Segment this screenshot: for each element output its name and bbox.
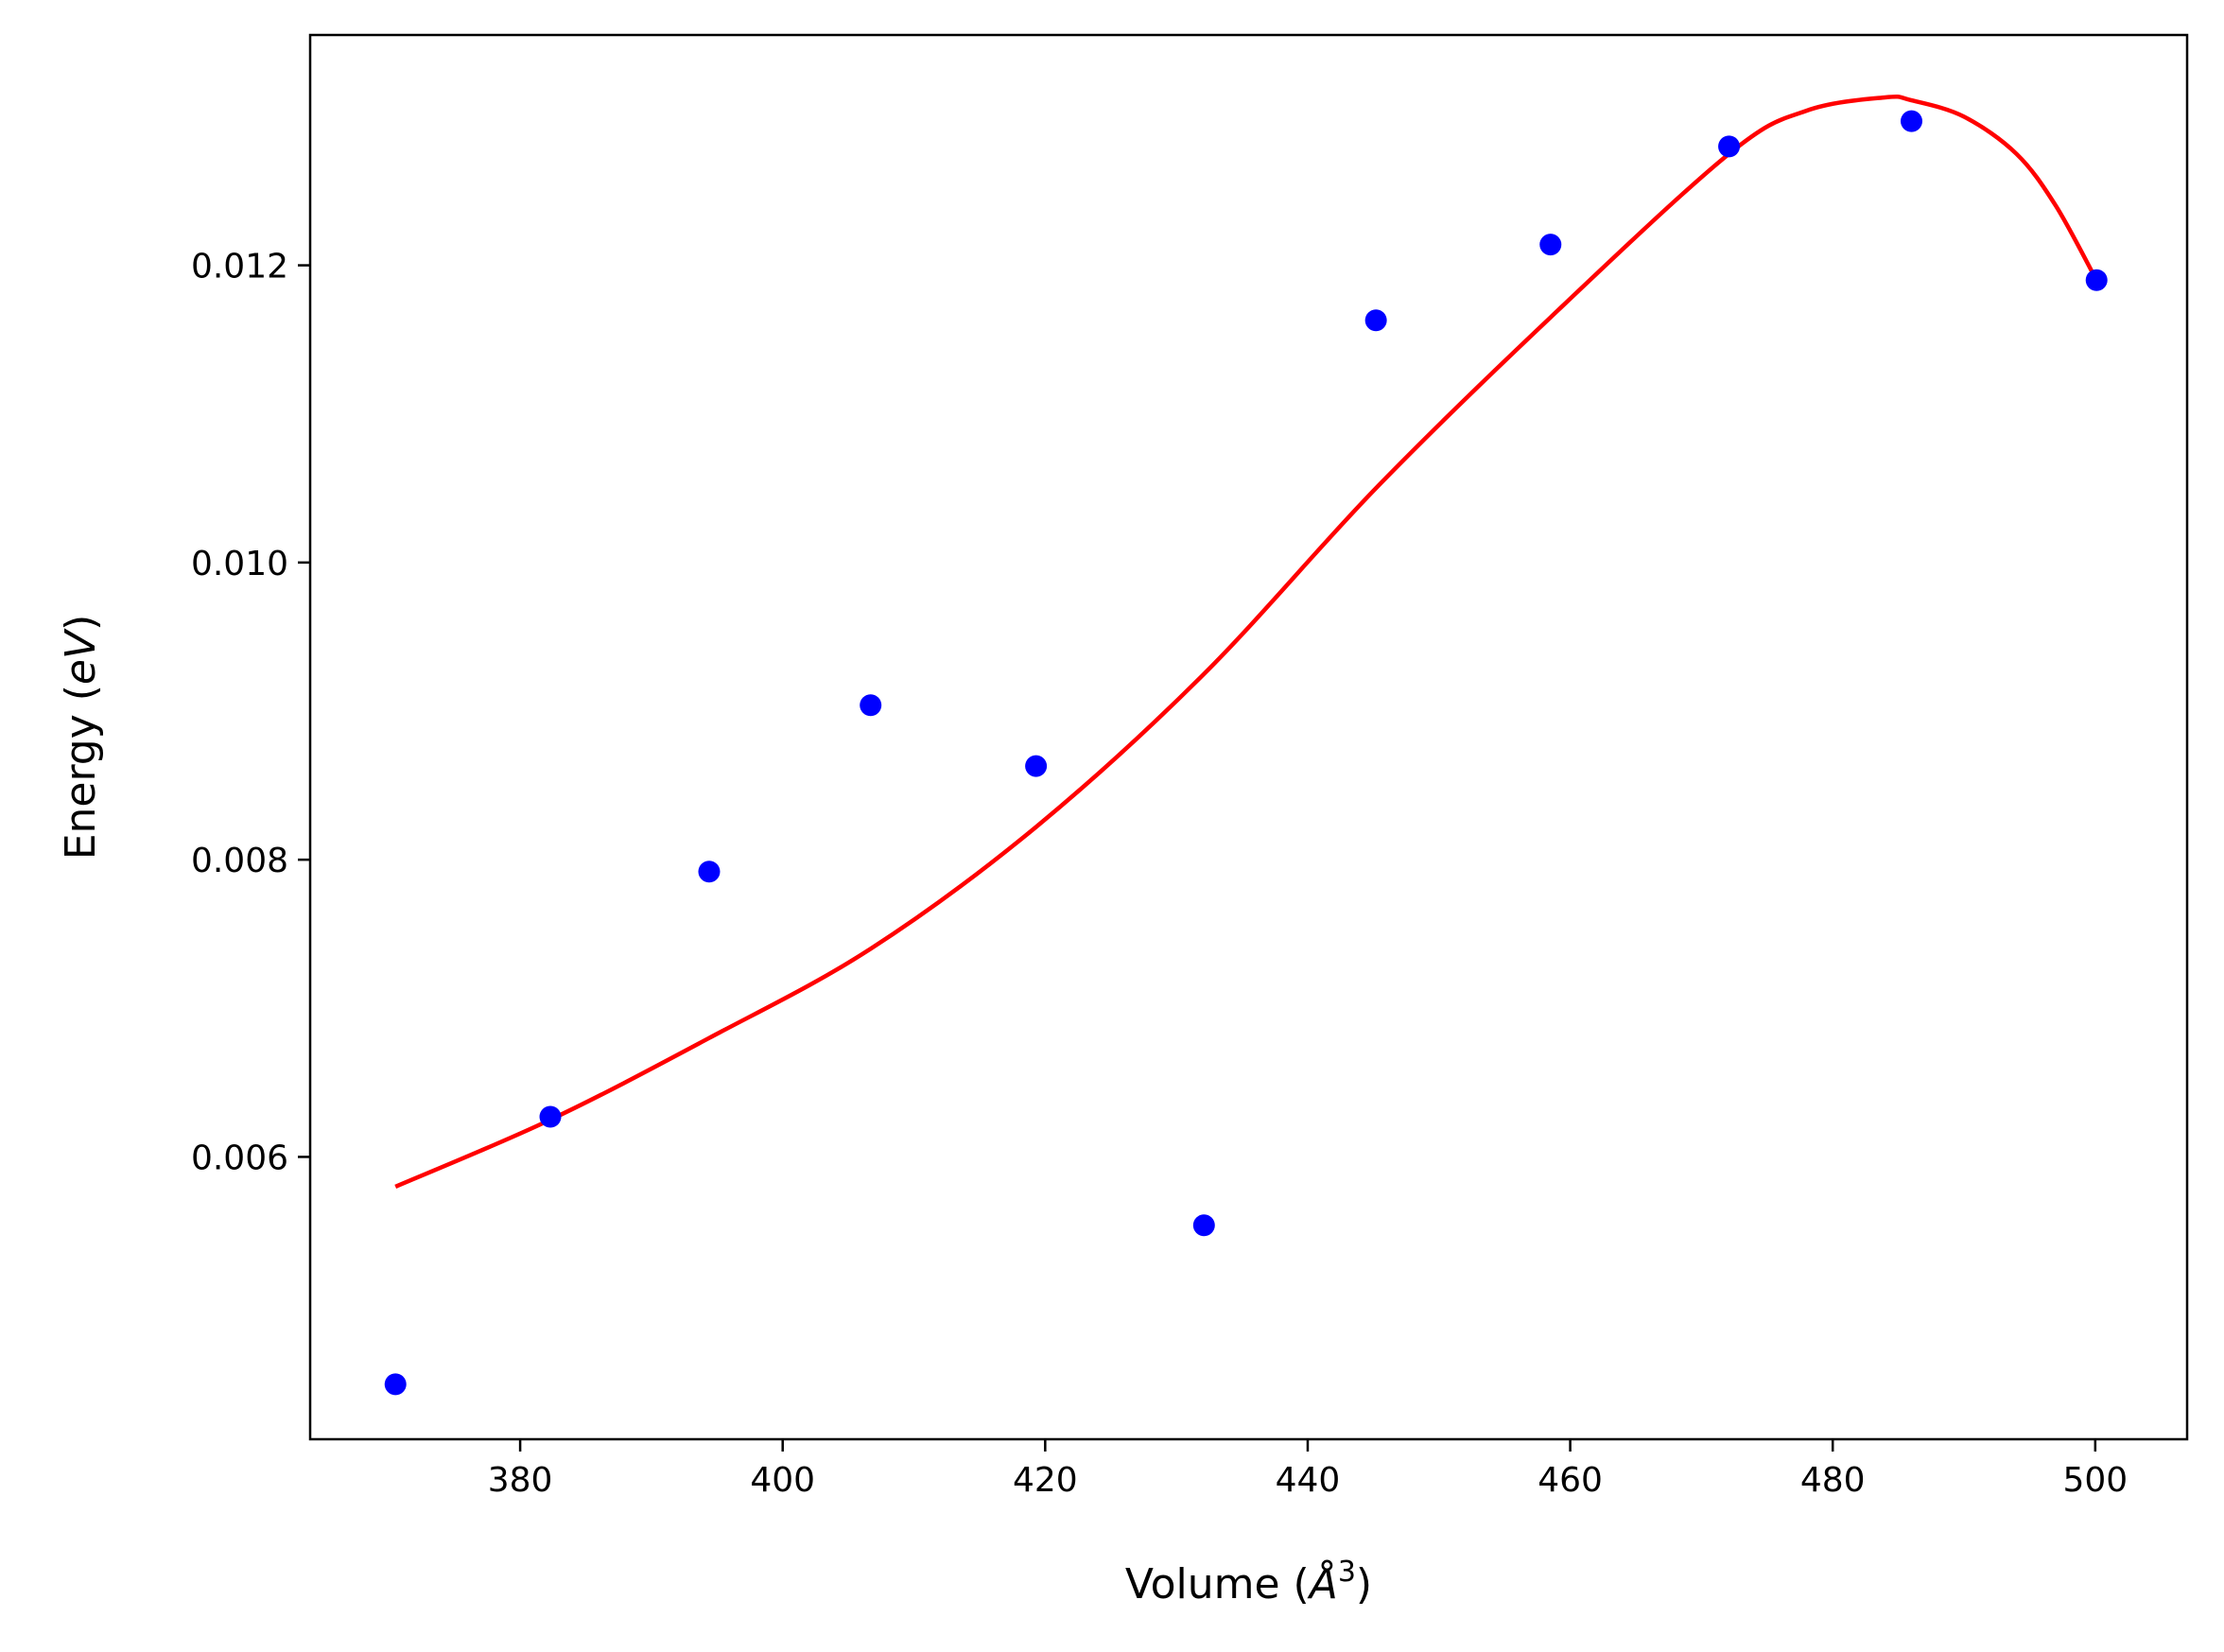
plot-area xyxy=(384,94,2108,1396)
x-tick-label: 420 xyxy=(1013,1461,1078,1500)
x-tick-label: 380 xyxy=(488,1461,553,1500)
x-tick-label: 400 xyxy=(750,1461,815,1500)
y-tick-label: 0.006 xyxy=(191,1139,288,1177)
data-point xyxy=(1539,234,1562,256)
y-axis-label-suffix: ) xyxy=(57,615,105,631)
data-point xyxy=(2085,269,2108,291)
x-tick-label: 480 xyxy=(1800,1461,1866,1500)
data-point xyxy=(1900,110,1922,132)
data-point xyxy=(1364,309,1387,332)
x-tick-label: 500 xyxy=(2062,1461,2128,1500)
fit-curve xyxy=(394,94,2099,1189)
x-axis-label-suffix: ) xyxy=(1356,1560,1372,1609)
data-point xyxy=(1192,1214,1215,1237)
data-point xyxy=(1718,135,1741,158)
data-point xyxy=(860,694,882,717)
x-axis-ticks: 380 400 420 440 460 480 500 xyxy=(488,1439,2128,1500)
y-axis-label-prefix: Energy ( xyxy=(57,685,105,860)
y-tick-label: 0.008 xyxy=(191,842,288,880)
x-tick-label: 460 xyxy=(1538,1461,1603,1500)
x-axis-label: Volume (Å3) xyxy=(1125,1556,1372,1609)
y-axis-label-unit: eV xyxy=(57,628,105,685)
data-point xyxy=(1025,755,1048,777)
x-axis-label-prefix: Volume ( xyxy=(1125,1560,1310,1609)
data-point xyxy=(539,1105,562,1128)
data-point xyxy=(698,861,721,883)
y-tick-label: 0.012 xyxy=(191,248,288,287)
x-tick-label: 440 xyxy=(1276,1461,1341,1500)
axes-frame xyxy=(308,33,2189,1441)
x-axis-label-superscript: 3 xyxy=(1338,1556,1356,1589)
y-axis-label: Energy (eV) xyxy=(57,615,105,861)
y-tick-label: 0.010 xyxy=(191,545,288,583)
x-axis-label-symbol: Å xyxy=(1307,1558,1338,1609)
data-point xyxy=(384,1373,407,1396)
y-axis-ticks: 0.006 0.008 0.010 0.012 xyxy=(191,248,310,1177)
